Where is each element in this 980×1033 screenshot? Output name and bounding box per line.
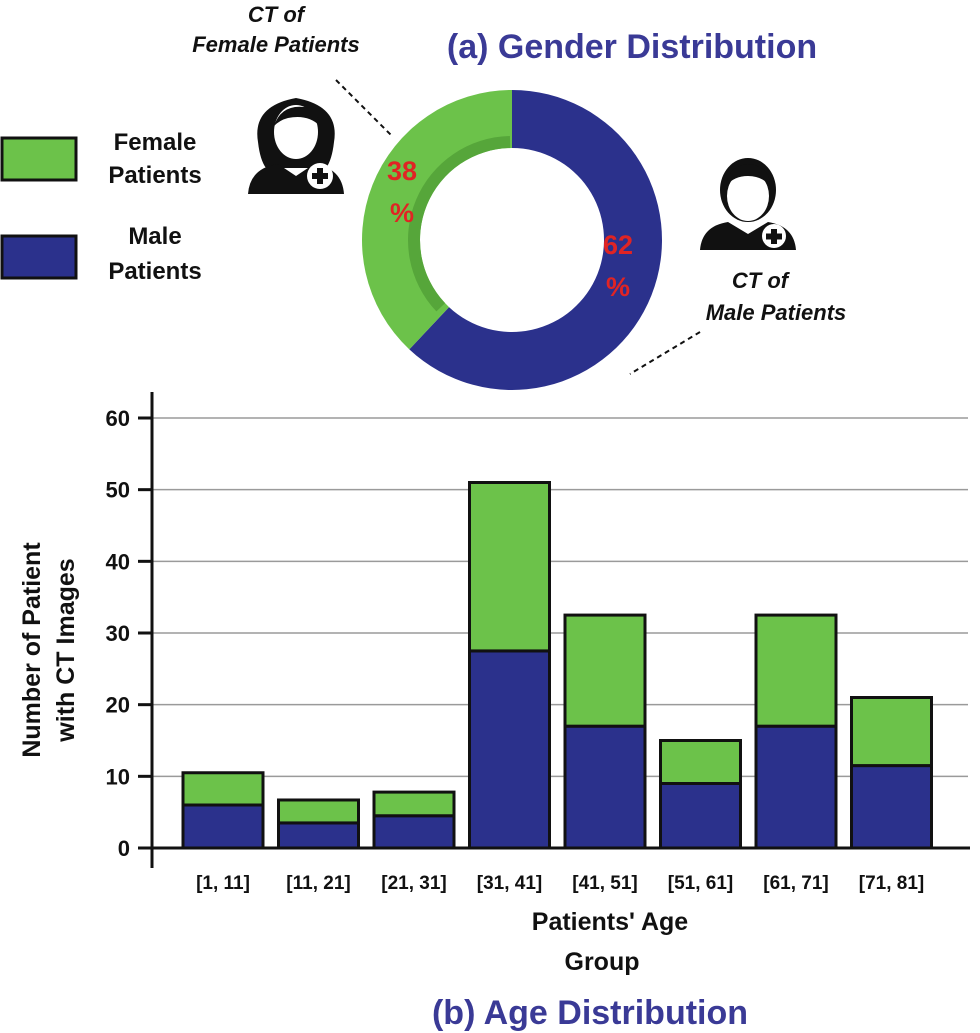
callout-leader-male xyxy=(629,331,701,375)
bar-male-1 xyxy=(277,821,360,850)
legend-label-female-line2: Patients xyxy=(108,162,201,189)
bar-chart-bars xyxy=(181,481,933,850)
y-tick-label-50: 50 xyxy=(106,478,130,503)
bar-chart-title: (b) Age Distribution xyxy=(432,994,748,1032)
callout-leader-female xyxy=(335,79,393,137)
donut-label-female-percent: % xyxy=(390,198,414,228)
callout-male-line1: CT of xyxy=(732,268,791,293)
callout-male-line2: Male Patients xyxy=(706,300,847,325)
bar-female-4 xyxy=(563,613,647,728)
bar-chart-x-ticks: [1, 11] [11, 21] [21, 31] [31, 41] [41, 51] [… xyxy=(196,873,924,894)
donut-slice-female-inner-band xyxy=(407,136,511,312)
x-tick-label-2: [21, 31] xyxy=(381,873,446,894)
x-axis-label-line1: Patients' Age xyxy=(532,908,689,936)
bar-female-0 xyxy=(181,771,265,807)
y-axis-label-line2: with CT Images xyxy=(52,558,80,742)
bar-male-5 xyxy=(659,782,742,850)
legend-swatch-female xyxy=(0,136,78,182)
legend-label-male-line2: Patients xyxy=(108,258,201,285)
legend-label-female-line1: Female xyxy=(114,129,197,156)
bar-female-7 xyxy=(850,696,933,768)
bar-male-4 xyxy=(563,724,647,850)
legend: Female Patients Male Patients xyxy=(0,129,202,285)
x-tick-label-7: [71, 81] xyxy=(859,873,924,894)
donut-chart: 38% 62% xyxy=(361,90,662,390)
bar-chart-gridlines xyxy=(152,417,968,778)
bar-chart-y-ticks: 0 10 20 30 40 50 60 xyxy=(106,406,152,861)
donut-slice-male xyxy=(409,90,662,390)
legend-swatch-male xyxy=(0,234,78,280)
bar-male-7 xyxy=(850,764,933,850)
bar-male-0 xyxy=(181,803,265,850)
y-tick-label-10: 10 xyxy=(106,764,130,789)
bar-female-1 xyxy=(277,798,360,825)
female-doctor-icon xyxy=(248,98,344,194)
bar-male-2 xyxy=(372,814,456,850)
bar-female-3 xyxy=(468,481,551,653)
donut-title: (a) Gender Distribution xyxy=(447,28,817,66)
y-axis-label-line1: Number of Patient xyxy=(18,542,46,758)
legend-label-male-line1: Male xyxy=(128,223,181,250)
male-doctor-icon xyxy=(700,158,796,250)
y-tick-label-20: 20 xyxy=(106,693,130,718)
donut-label-female-value: 38 xyxy=(387,156,417,186)
y-tick-label-60: 60 xyxy=(106,406,130,431)
y-tick-label-40: 40 xyxy=(106,549,130,574)
x-tick-label-1: [11, 21] xyxy=(286,873,350,894)
x-axis-label-line2: Group xyxy=(565,948,640,976)
y-tick-label-30: 30 xyxy=(106,621,130,646)
bar-female-5 xyxy=(659,739,742,785)
donut-label-male-value: 62 xyxy=(603,230,633,260)
callout-female-line2: Female Patients xyxy=(192,32,360,57)
x-tick-label-4: [41, 51] xyxy=(572,873,637,894)
x-tick-label-3: [31, 41] xyxy=(477,873,542,894)
bar-female-2 xyxy=(372,790,456,818)
bar-female-6 xyxy=(754,613,838,728)
x-tick-label-6: [61, 71] xyxy=(763,873,828,894)
x-tick-label-5: [51, 61] xyxy=(668,873,733,894)
bar-male-3 xyxy=(468,649,551,850)
bar-male-6 xyxy=(754,724,838,850)
donut-label-male-percent: % xyxy=(606,272,630,302)
x-tick-label-0: [1, 11] xyxy=(196,873,250,894)
y-tick-label-0: 0 xyxy=(118,836,130,861)
callout-female-line1: CT of xyxy=(248,2,307,27)
